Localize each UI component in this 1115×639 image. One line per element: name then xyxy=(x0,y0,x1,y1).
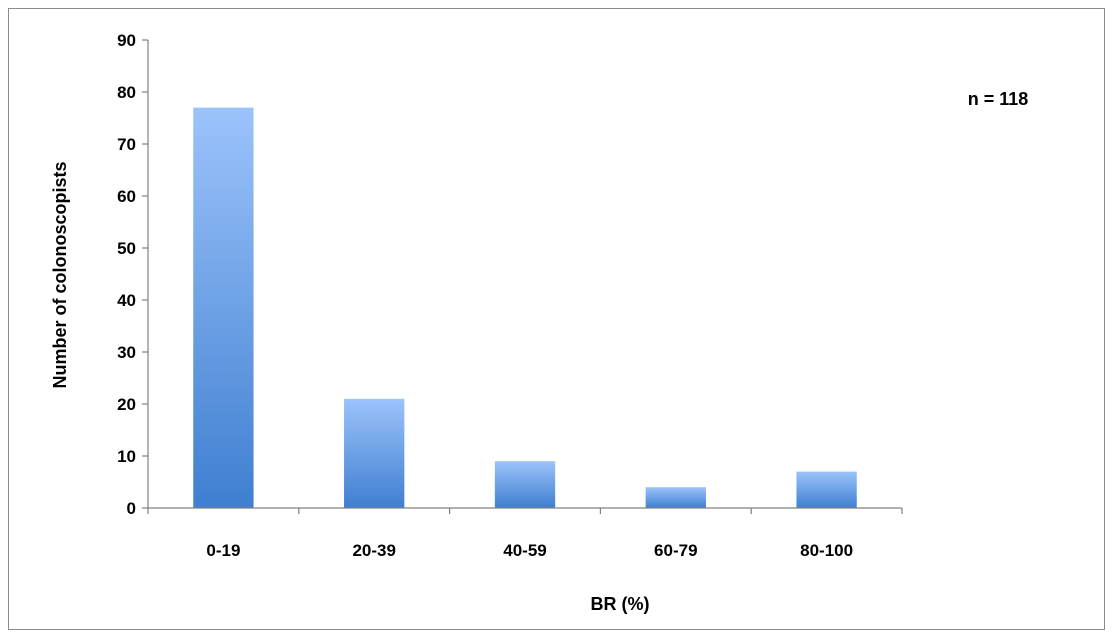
sample-size-annotation: n = 118 xyxy=(968,89,1029,109)
bar-20-39 xyxy=(344,398,405,508)
bar-40-59 xyxy=(494,461,556,508)
y-tick-label: 60 xyxy=(117,187,136,206)
x-tick-label: 40-59 xyxy=(503,541,546,560)
bar-80-100 xyxy=(796,471,857,508)
y-tick-label: 50 xyxy=(117,239,136,258)
bar-60-79 xyxy=(645,487,706,508)
bar-0-19 xyxy=(193,107,254,508)
y-tick-label: 20 xyxy=(117,395,136,414)
x-axis-title: BR (%) xyxy=(591,594,650,614)
y-tick-label: 70 xyxy=(117,135,136,154)
y-tick-label: 80 xyxy=(117,83,136,102)
x-tick-label: 80-100 xyxy=(800,541,853,560)
labels-group: 0 10 20 30 40 50 60 70 80 90 0-19 20-39 40-59 60-79 80… xyxy=(117,31,853,560)
x-tick-label: 0-19 xyxy=(206,541,240,560)
y-tick-label: 10 xyxy=(117,447,136,466)
chart-frame xyxy=(8,8,1105,630)
bars-group xyxy=(193,107,857,508)
y-tick-label: 0 xyxy=(127,499,136,518)
y-tick-label: 30 xyxy=(117,343,136,362)
axes-group xyxy=(142,39,903,514)
x-tick-label: 20-39 xyxy=(352,541,395,560)
y-tick-label: 40 xyxy=(117,291,136,310)
y-axis-title: Number of colonoscopists xyxy=(50,161,70,388)
x-tick-label: 60-79 xyxy=(654,541,697,560)
y-tick-label: 90 xyxy=(117,31,136,50)
